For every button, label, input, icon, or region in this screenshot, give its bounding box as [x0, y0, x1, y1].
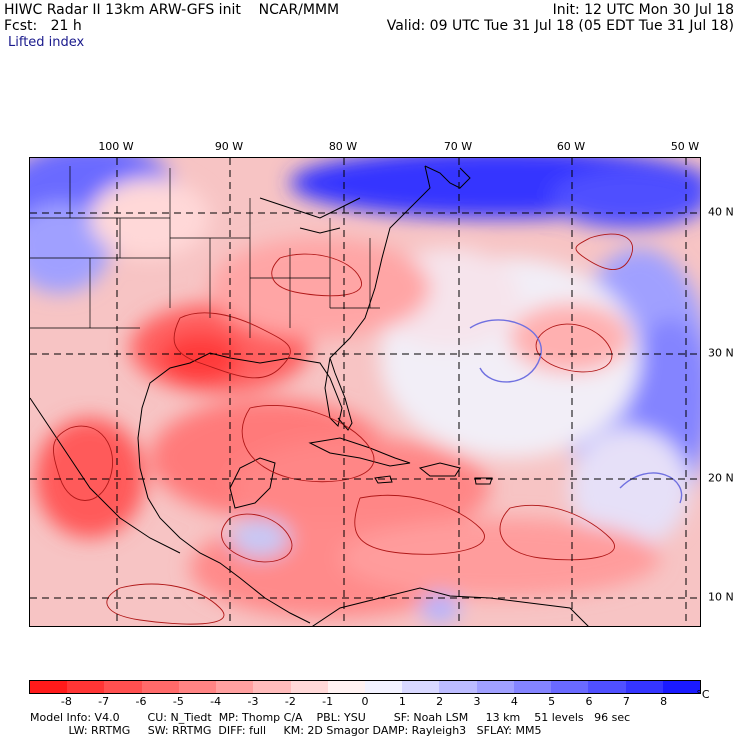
colorbar-swatch: [588, 681, 626, 693]
colorbar-tick-label: -1: [322, 695, 334, 708]
model-info-line2: LW: RRTMG SW: RRTMG DIFF: full KM: 2D Sm…: [30, 724, 542, 737]
colorbar-swatch: [439, 681, 477, 693]
lifted-index-map: [29, 157, 701, 627]
stable-swirl: [469, 319, 683, 504]
lat-label: 10 N: [708, 590, 734, 604]
colorbar-tick-label: 3: [473, 695, 481, 708]
lon-label: 90 W: [214, 140, 244, 153]
colorbar-swatch: [178, 681, 217, 693]
model-info-line1: Model Info: V4.0 CU: N_Tiedt MP: Thomp C…: [30, 711, 631, 724]
field-shading: [30, 158, 700, 623]
lon-label: 60 W: [556, 140, 586, 153]
colorbar-swatch: [327, 681, 365, 693]
lon-label: 100 W: [98, 140, 134, 153]
colorbar-tick-label: 0: [361, 695, 369, 708]
colorbar-swatch: [216, 681, 254, 693]
map-title: HIWC Radar II 13km ARW-GFS init NCAR/MMM: [4, 2, 340, 18]
lon-label: 50 W: [670, 140, 700, 153]
colorbar-swatch: [625, 681, 663, 693]
contours: [53, 233, 633, 625]
colorbar-swatch: [513, 681, 552, 693]
lat-label: 30 N: [708, 346, 734, 360]
colorbar-tick-label: 2: [436, 695, 444, 708]
colorbar-swatch: [402, 681, 440, 693]
colorbar-tick-label: -8: [60, 695, 72, 708]
map-canvas: [30, 158, 700, 626]
colorbar-swatch: [476, 681, 514, 693]
colorbar-tick-label: 6: [585, 695, 593, 708]
colorbar-unit: °C: [696, 688, 710, 701]
colorbar-tick-label: -4: [210, 695, 222, 708]
colorbar-swatch: [67, 681, 105, 693]
colorbar-swatch: [662, 681, 700, 693]
lat-label: 40 N: [708, 205, 734, 219]
colorbar-swatch: [253, 681, 291, 693]
colorbar-swatch: [30, 681, 68, 693]
lon-label: 80 W: [328, 140, 358, 153]
colorbar: [29, 680, 701, 694]
colorbar-tick-label: 4: [510, 695, 518, 708]
colorbar-swatch: [364, 681, 403, 693]
colorbar-swatch: [141, 681, 179, 693]
colorbar-tick-label: 5: [548, 695, 556, 708]
lat-lon-grid: [30, 158, 700, 626]
colorbar-swatch: [290, 681, 328, 693]
political-borders: [30, 166, 380, 338]
colorbar-tick-label: 8: [660, 695, 668, 708]
colorbar-tick-label: -6: [135, 695, 147, 708]
valid-time: Valid: 09 UTC Tue 31 Jul 18 (05 EDT Tue …: [386, 18, 734, 34]
colorbar-tick-label: -2: [284, 695, 296, 708]
field-name: Lifted index: [8, 35, 85, 50]
init-time: Init: 12 UTC Mon 30 Jul 18: [552, 2, 734, 18]
lat-label: 20 N: [708, 471, 734, 485]
colorbar-swatch: [104, 681, 142, 693]
colorbar-tick-label: 1: [398, 695, 406, 708]
colorbar-tick-label: -7: [98, 695, 110, 708]
colorbar-tick-label: -3: [247, 695, 259, 708]
forecast-hour: Fcst: 21 h: [4, 18, 82, 34]
colorbar-swatch: [551, 681, 589, 693]
colorbar-tick-label: -5: [172, 695, 184, 708]
colorbar-tick-label: 7: [622, 695, 630, 708]
lon-label: 70 W: [443, 140, 473, 153]
